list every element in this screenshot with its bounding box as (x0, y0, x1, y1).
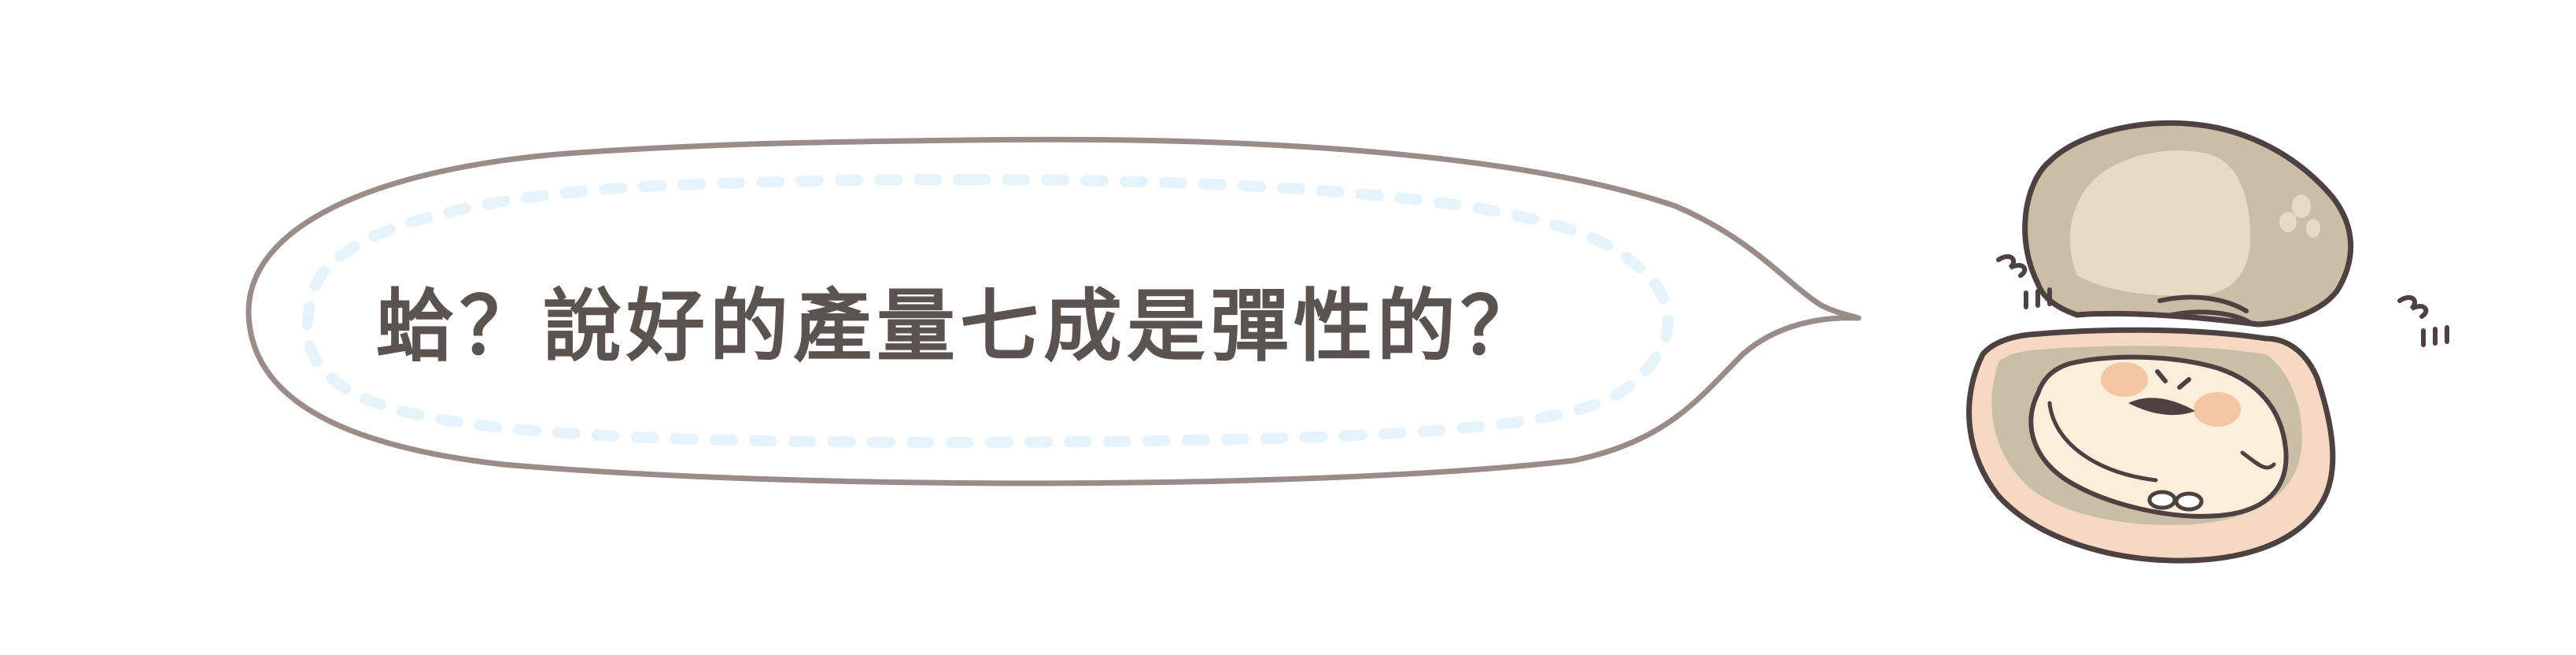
face-mouth (2128, 398, 2195, 416)
body-smile-line (2047, 401, 2158, 483)
face-eye-right (2177, 377, 2191, 390)
shell-shine-dot (2292, 194, 2311, 218)
speech-bubble-dashed-ring (301, 173, 1674, 449)
face-eye-left (2155, 369, 2168, 383)
cheek (2194, 392, 2241, 427)
motion-mark (2421, 325, 2449, 347)
motion-mark (1996, 253, 2028, 278)
shell-shine-dot (2279, 212, 2297, 232)
body-smile-line (2240, 450, 2276, 470)
shell-shine-dot (2306, 219, 2320, 238)
clam-top-shell-inner (2069, 150, 2250, 296)
clam-character (1966, 120, 2449, 564)
speech-bubble-outline (245, 136, 1862, 487)
shell-crease (2157, 294, 2249, 313)
shell-crease (2169, 309, 2253, 325)
cheek (2101, 362, 2148, 397)
motion-mark (2397, 294, 2429, 319)
speech-bubble-text: 蛤？說好的產量七成是彈性的？ (376, 279, 1544, 372)
clam-foot (2174, 491, 2204, 512)
clam-foot (2147, 490, 2177, 510)
motion-mark (2024, 287, 2052, 309)
